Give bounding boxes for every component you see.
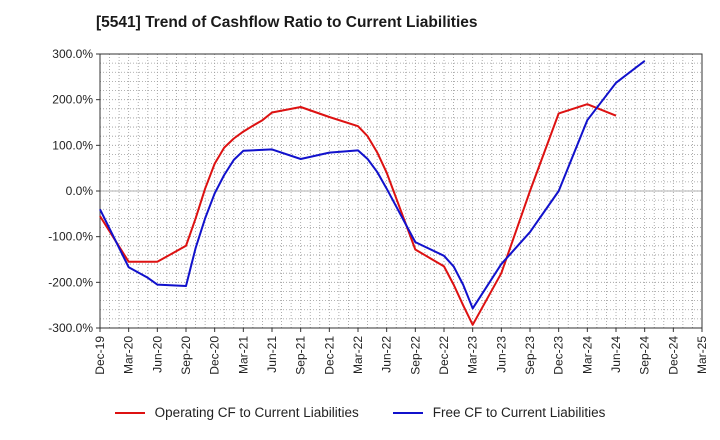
y-tick-label: -100.0% (48, 230, 93, 244)
x-tick-label: Sep-20 (179, 336, 193, 375)
legend-label-operating-cf: Operating CF to Current Liabilities (154, 405, 359, 420)
x-tick-label: Mar-20 (122, 336, 136, 374)
x-tick-label: Dec-22 (437, 336, 451, 375)
x-tick-label: Dec-23 (552, 336, 566, 375)
y-tick-label: 100.0% (52, 138, 93, 152)
x-tick-label: Sep-24 (638, 336, 652, 375)
x-tick-label: Sep-21 (294, 336, 308, 375)
x-tick-label: Jun-21 (265, 336, 279, 373)
x-tick-label: Jun-24 (609, 336, 623, 373)
x-tick-label: Mar-21 (236, 336, 250, 374)
x-tick-label: Dec-21 (322, 336, 336, 375)
legend-item-free-cf: Free CF to Current Liabilities (392, 405, 606, 420)
x-tick-label: Dec-19 (93, 336, 107, 375)
y-tick-label: 200.0% (52, 93, 93, 107)
x-tick-label: Mar-25 (695, 336, 709, 374)
series-line-operating-cf (99, 103, 617, 326)
y-tick-label: 0.0% (66, 184, 94, 198)
legend-item-operating-cf: Operating CF to Current Liabilities (114, 405, 359, 420)
y-tick-label: -300.0% (48, 321, 93, 335)
y-tick-label: 300.0% (52, 47, 93, 61)
legend-swatch-free-cf (392, 411, 423, 414)
legend-swatch-operating-cf (114, 411, 145, 414)
legend: Operating CF to Current Liabilities Free… (0, 405, 720, 420)
x-tick-label: Dec-24 (666, 336, 680, 375)
x-tick-label: Mar-24 (580, 336, 594, 374)
grid-layer (100, 54, 702, 328)
series-layer (99, 60, 646, 326)
x-tick-label: Dec-20 (208, 336, 222, 375)
x-tick-label: Mar-22 (351, 336, 365, 374)
x-tick-label: Mar-23 (466, 336, 480, 374)
y-tick-label: -200.0% (48, 275, 93, 289)
x-tick-label: Sep-23 (523, 336, 537, 375)
chart-title: [5541] Trend of Cashflow Ratio to Curren… (96, 14, 478, 31)
x-tick-label: Sep-22 (408, 336, 422, 375)
x-tick-label: Jun-22 (380, 336, 394, 373)
x-tick-label: Jun-23 (494, 336, 508, 373)
x-tick-label: Jun-20 (150, 336, 164, 373)
series-line-free-cf (99, 60, 646, 310)
legend-label-free-cf: Free CF to Current Liabilities (432, 405, 606, 420)
axis-layer: Dec-19 Mar-20 Jun-20 Sep-20 Dec-20 Mar-21 Jun-… (48, 47, 709, 375)
